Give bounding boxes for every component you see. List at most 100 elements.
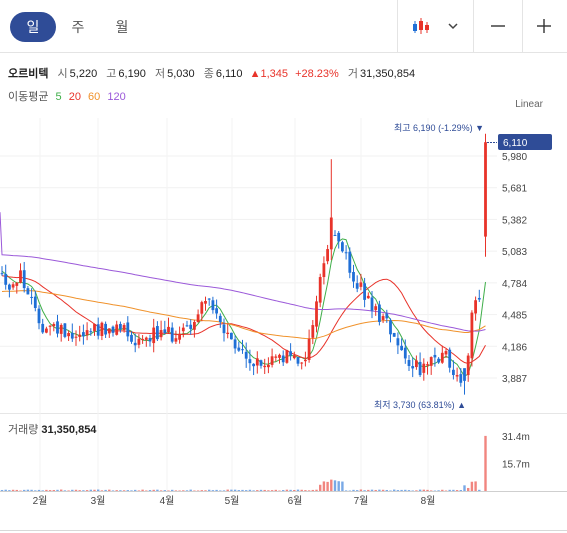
volume-bar bbox=[60, 489, 63, 491]
volume-header-value: 31,350,854 bbox=[41, 424, 97, 436]
candle-body bbox=[374, 306, 378, 310]
candle-body bbox=[259, 360, 263, 366]
time-tick-label: 2월 bbox=[33, 495, 48, 507]
candle-body bbox=[348, 251, 352, 273]
candle-body bbox=[59, 324, 63, 334]
moving-average-label: 이동평균 bbox=[8, 91, 49, 103]
volume-bar bbox=[378, 489, 381, 491]
volume-bar bbox=[211, 490, 215, 491]
volume-bar bbox=[404, 489, 407, 491]
volume-bar bbox=[367, 489, 370, 491]
ma-120-line bbox=[0, 212, 486, 332]
volume-value: 31,350,854 bbox=[360, 68, 416, 80]
tab-daily[interactable]: 일 bbox=[10, 12, 56, 42]
time-axis: 2월 3월 4월 5월 6월 7월 8월 bbox=[33, 495, 436, 507]
volume-bar bbox=[319, 484, 322, 491]
volume-bar bbox=[430, 490, 433, 491]
candle-body bbox=[326, 249, 329, 262]
volume-bar bbox=[293, 489, 296, 491]
volume-bar bbox=[119, 490, 122, 491]
volume-bar bbox=[111, 490, 115, 491]
candle-body bbox=[274, 356, 278, 358]
volume-bar bbox=[52, 490, 55, 491]
volume-bar bbox=[437, 490, 440, 491]
candle-body bbox=[204, 301, 207, 304]
candle-body bbox=[119, 323, 122, 329]
volume-bar bbox=[393, 489, 396, 491]
volume-bar bbox=[448, 489, 451, 491]
volume-bar bbox=[256, 490, 259, 491]
close-label: 종 bbox=[203, 68, 214, 80]
ma-20-label: 20 bbox=[68, 91, 81, 103]
volume-bar bbox=[304, 490, 307, 491]
candle-body bbox=[400, 345, 403, 351]
grid bbox=[0, 118, 497, 491]
volume-bar bbox=[145, 490, 148, 491]
volume-bar bbox=[78, 490, 81, 491]
change-percent: +28.23% bbox=[295, 68, 339, 80]
candle-body bbox=[133, 342, 137, 346]
volume-bar bbox=[400, 489, 403, 491]
candle-body bbox=[366, 295, 370, 299]
volume-bar bbox=[415, 490, 418, 491]
candle-body bbox=[137, 338, 141, 345]
volume-header: 거래량 31,350,854 bbox=[8, 421, 96, 437]
candle-body bbox=[167, 326, 170, 333]
candle-body bbox=[403, 347, 407, 359]
volume-bar bbox=[389, 490, 392, 491]
candle-body bbox=[341, 242, 344, 252]
candle-body bbox=[52, 324, 56, 327]
candle-body bbox=[148, 338, 152, 342]
chart-type-button[interactable] bbox=[405, 12, 465, 40]
scale-selector[interactable]: Linear bbox=[515, 99, 543, 110]
volume-bar bbox=[85, 490, 89, 491]
zoom-in-button[interactable] bbox=[524, 12, 564, 40]
candle-body bbox=[463, 368, 466, 381]
candle-body bbox=[115, 324, 119, 335]
time-tick-label: 4월 bbox=[160, 495, 175, 507]
tab-weekly[interactable]: 주 bbox=[60, 12, 96, 42]
candle-body bbox=[484, 142, 487, 237]
chart-toolbar: 일 주 월 bbox=[0, 0, 567, 52]
candle-body bbox=[89, 331, 93, 333]
candle-body bbox=[111, 326, 115, 333]
toolbar-border bbox=[0, 52, 567, 53]
candle-body bbox=[78, 334, 82, 337]
candle-body bbox=[152, 327, 156, 344]
price-tick-label: 5,083 bbox=[502, 247, 527, 258]
scale-label: Linear bbox=[515, 99, 543, 110]
price-tick-label: 4,186 bbox=[502, 342, 527, 353]
current-price-label: 6,110 bbox=[503, 138, 528, 149]
candle-body bbox=[122, 325, 126, 330]
volume-bar bbox=[189, 489, 192, 491]
volume-bar bbox=[122, 490, 126, 491]
zoom-out-button[interactable] bbox=[478, 12, 518, 40]
volume-bar bbox=[463, 485, 466, 491]
volume-bar bbox=[374, 489, 377, 491]
volume-bar bbox=[370, 489, 374, 491]
candle-body bbox=[292, 355, 296, 359]
candle-body bbox=[241, 349, 244, 351]
candle-body bbox=[392, 332, 396, 337]
candle-body bbox=[426, 364, 429, 366]
candle-body bbox=[215, 308, 218, 314]
candle-body bbox=[289, 351, 292, 356]
volume-bar bbox=[108, 489, 111, 491]
volume-bar bbox=[270, 490, 274, 491]
volume-bar bbox=[115, 490, 118, 491]
candle-body bbox=[33, 296, 37, 308]
candle-body bbox=[11, 284, 15, 288]
candle-body bbox=[226, 332, 230, 335]
candle-body bbox=[474, 300, 477, 314]
stock-info-row: 오르비텍 시 5,220 고 6,190 저 5,030 종 6,110 ▲1,345 … bbox=[8, 65, 415, 81]
candle-body bbox=[333, 235, 337, 237]
volume-bar bbox=[56, 489, 59, 491]
volume-bar bbox=[444, 490, 448, 491]
ma-20-line bbox=[1, 275, 486, 365]
volume-bar bbox=[363, 490, 366, 491]
candle-body bbox=[385, 313, 389, 319]
candle-body bbox=[337, 232, 341, 242]
candle-body bbox=[144, 337, 148, 340]
tab-monthly[interactable]: 월 bbox=[104, 12, 140, 42]
